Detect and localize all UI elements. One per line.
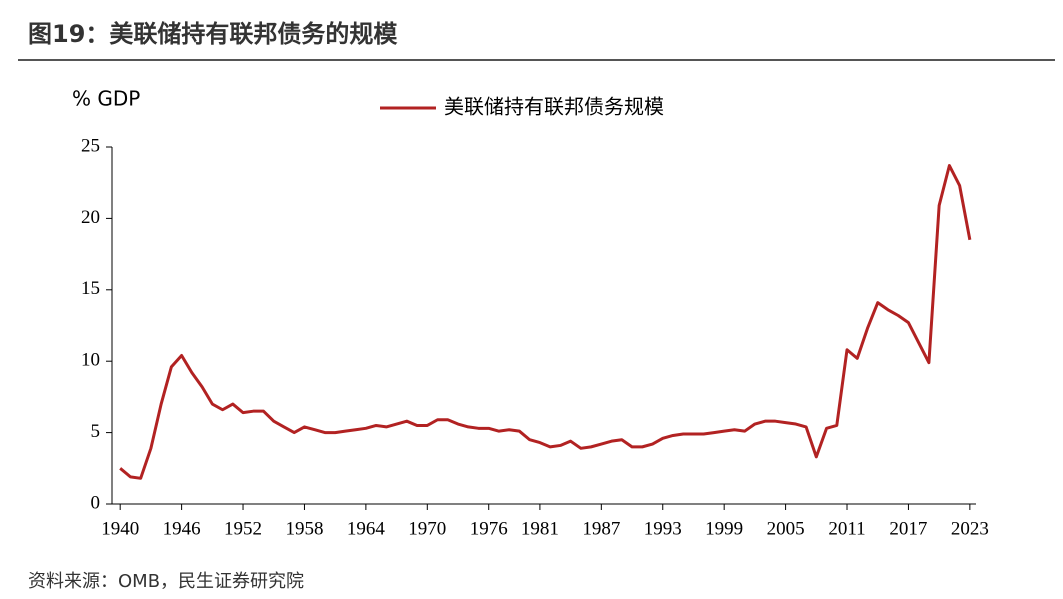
x-tick-label: 1958 [285,518,323,539]
x-tick-label: 2023 [951,518,989,539]
y-tick-label: 20 [81,207,100,228]
chart-title: 图19：美联储持有联邦债务的规模 [28,20,398,48]
x-tick-label: 1970 [408,518,446,539]
x-tick-label: 1952 [224,518,262,539]
x-tick-label: 1987 [582,518,620,539]
x-tick-label: 1946 [163,518,201,539]
data-line [119,164,972,480]
source: 资料来源：OMB，民生证券研究院 [28,571,304,592]
y-axis-label: % GDP [72,87,140,111]
x-tick-label: 1993 [644,518,682,539]
y-tick-label: 25 [81,135,100,156]
x-tick-label: 2017 [889,518,927,539]
x-tick-label: 1976 [470,518,508,539]
y-tick-label: 15 [81,278,100,299]
x-tick-label: 1999 [705,518,743,539]
x-tick-label: 1964 [347,518,386,539]
x-tick-label: 2005 [767,518,805,539]
x-tick-label: 2011 [828,518,865,539]
y-tick-label: 10 [81,350,100,371]
y-tick-label: 5 [91,421,101,442]
x-tick-label: 1940 [101,518,139,539]
legend-label: 美联储持有联邦债务规模 [444,95,664,119]
y-tick-label: 0 [91,492,101,513]
x-tick-label: 1981 [521,518,559,539]
